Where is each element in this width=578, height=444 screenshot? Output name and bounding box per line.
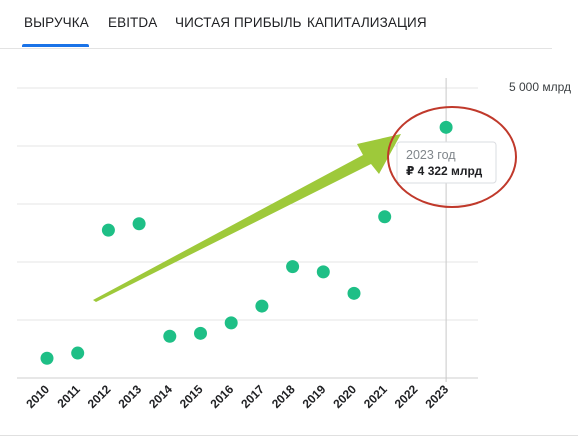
x-tick-label: 2019 [300,382,329,411]
x-tick-label: 2013 [115,382,144,411]
data-point-2020[interactable] [347,286,361,300]
tooltip: 2023 год ₽ 4 322 млрд [396,141,497,184]
tab-revenue[interactable]: ВЫРУЧКА [24,15,89,30]
tab-ebitda[interactable]: EBITDA [108,15,158,30]
x-tick-label: 2022 [392,382,421,411]
x-tick-label: 2011 [55,382,84,411]
tooltip-value: ₽ 4 322 млрд [406,164,483,178]
x-tick-label: 2010 [23,382,52,411]
x-tick-label: 2015 [177,382,206,411]
x-tick-label: 2020 [330,382,359,411]
x-tick-label: 2014 [146,382,175,411]
tooltip-year: 2023 год [406,148,456,162]
tooltip-box [396,141,497,184]
trend-arrow [93,134,401,302]
data-point-2010[interactable] [40,351,54,365]
tab-net-profit[interactable]: ЧИСТАЯ ПРИБЫЛЬ [175,15,302,30]
data-point-2016[interactable] [224,316,238,330]
x-tick-label: 2023 [422,382,451,411]
x-tick-label: 2021 [361,382,390,411]
data-point-2021[interactable] [378,210,392,224]
data-point-2019[interactable] [316,265,330,279]
y-axis-top-label: 5 000 млрд [509,80,571,94]
tab-capitalization[interactable]: КАПИТАЛИЗАЦИЯ [307,15,427,30]
data-point-2011[interactable] [71,346,85,360]
x-axis-ticks: 2010 2011 2012 2013 2014 2015 2016 2017 2018 2019… [23,382,451,411]
data-point-2017[interactable] [255,299,269,313]
data-points [40,120,453,365]
data-point-2014[interactable] [163,329,177,343]
x-tick-label: 2012 [85,382,114,411]
data-point-2013[interactable] [132,217,146,231]
x-tick-label: 2017 [238,382,267,411]
active-tab-indicator [22,44,89,47]
data-point-2023[interactable] [439,120,453,134]
metric-tabs: ВЫРУЧКА EBITDA ЧИСТАЯ ПРИБЫЛЬ КАПИТАЛИЗА… [0,0,552,49]
data-point-2015[interactable] [194,326,207,340]
x-tick-label: 2016 [208,382,237,411]
bottom-divider [0,435,578,436]
data-point-2012[interactable] [101,223,115,237]
data-point-2018[interactable] [286,260,300,274]
x-tick-label: 2018 [269,382,298,411]
chart-gridlines [17,87,478,379]
highlight-ring [387,106,517,208]
